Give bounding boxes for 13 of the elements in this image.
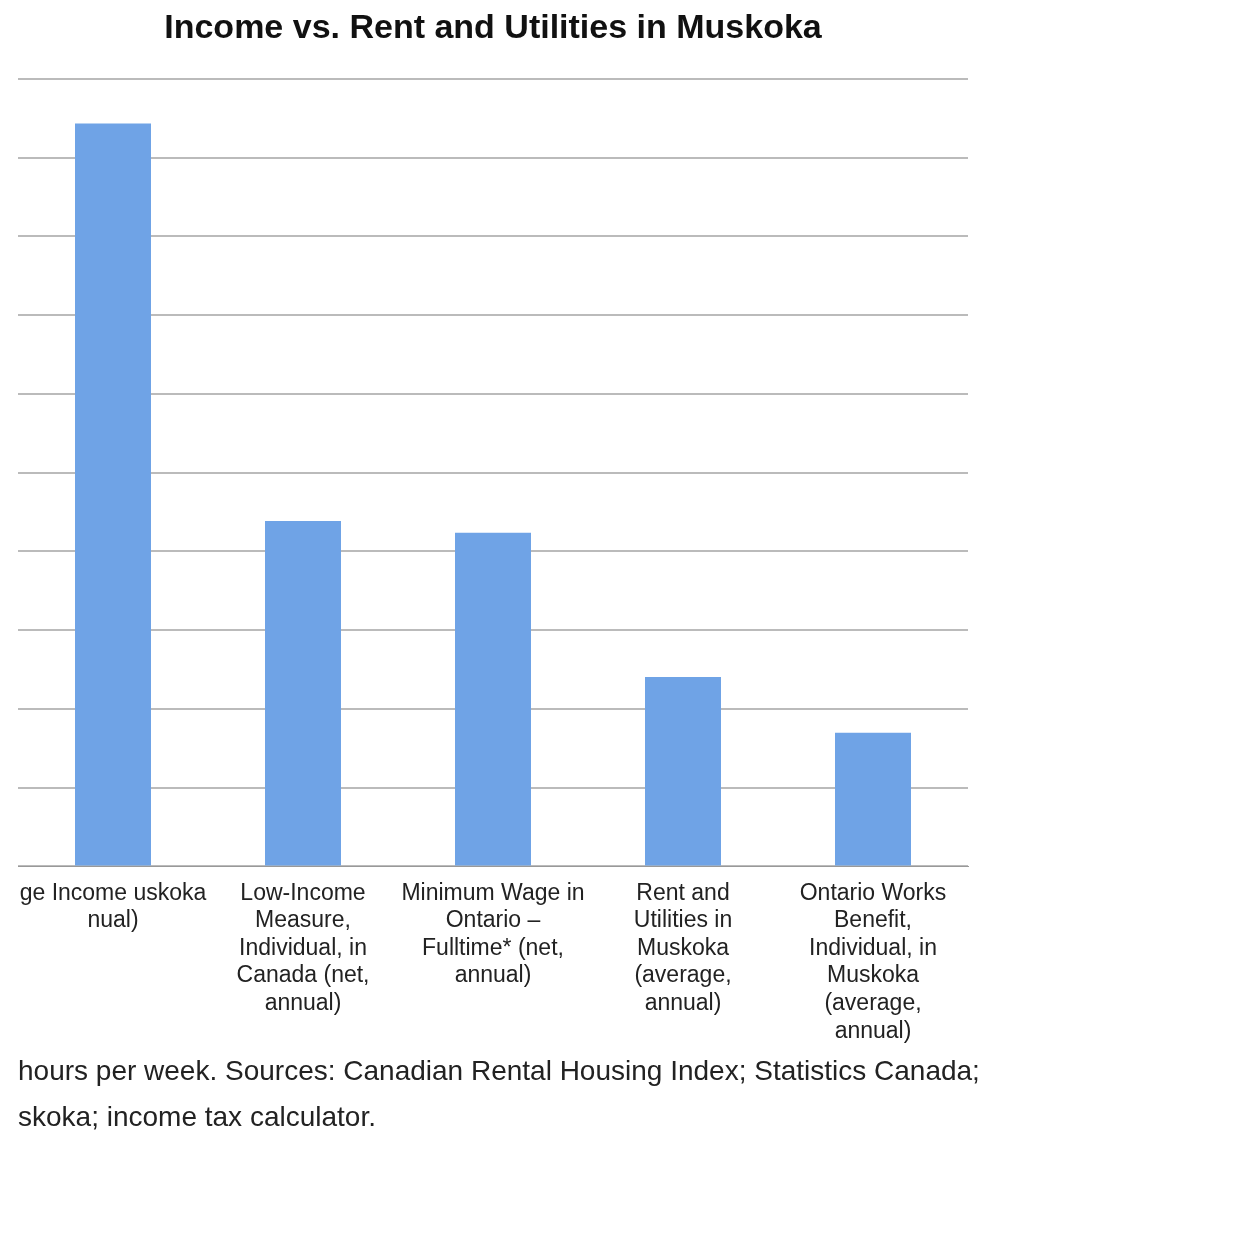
x-tick-label: ge Income uskoka nual) [19, 878, 207, 933]
bar [645, 676, 721, 866]
x-tick-label: Low-Income Measure, Individual, in Canada (net, annual) [236, 878, 370, 1015]
x-tick-label: Rent and Utilities in Muskoka (average, annual) [633, 878, 733, 1015]
chart-title: Income vs. Rent and Utilities in Muskoka [164, 6, 823, 45]
x-tick-label: Minimum Wage in Ontario – Fulltime* (net, annual) [401, 878, 585, 988]
text: skoka; income tax calculator. [17, 1100, 377, 1134]
bar [455, 532, 531, 866]
bar [835, 732, 911, 866]
bar [75, 123, 151, 866]
bar [265, 520, 341, 866]
x-tick-label: Ontario Works Benefit, Individual, in Muskoka (average, annual) [799, 878, 947, 1043]
text: hours per week. Sources: Canadian Rental Housing Index; Statistics Canada; [17, 1054, 981, 1088]
